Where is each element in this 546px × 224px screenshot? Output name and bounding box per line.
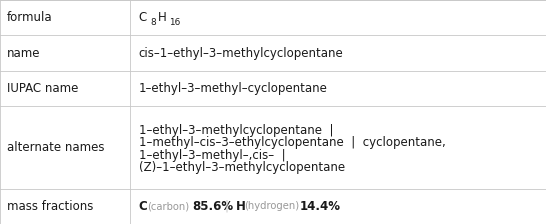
Text: H: H <box>158 11 167 24</box>
Text: (carbon): (carbon) <box>147 201 189 211</box>
Text: 1–methyl–cis–3–ethylcyclopentane  |  cyclopentane,: 1–methyl–cis–3–ethylcyclopentane | cyclo… <box>139 136 446 149</box>
Text: name: name <box>7 47 40 60</box>
Text: alternate names: alternate names <box>7 141 105 154</box>
Text: 1–ethyl–3–methyl–cyclopentane: 1–ethyl–3–methyl–cyclopentane <box>139 82 328 95</box>
Text: C: C <box>139 200 147 213</box>
Text: 14.4%: 14.4% <box>299 200 340 213</box>
Text: 8: 8 <box>150 18 156 27</box>
Text: 1–ethyl–3–methyl–,cis–  |: 1–ethyl–3–methyl–,cis– | <box>139 149 286 162</box>
Text: |: | <box>225 200 229 213</box>
Text: IUPAC name: IUPAC name <box>7 82 79 95</box>
Text: C: C <box>139 11 147 24</box>
Text: formula: formula <box>7 11 53 24</box>
Text: (Z)–1–ethyl–3–methylcyclopentane: (Z)–1–ethyl–3–methylcyclopentane <box>139 161 345 174</box>
Text: cis–1–ethyl–3–methylcyclopentane: cis–1–ethyl–3–methylcyclopentane <box>139 47 343 60</box>
Text: 16: 16 <box>169 18 181 27</box>
Text: H: H <box>236 200 246 213</box>
Text: 1–ethyl–3–methylcyclopentane  |: 1–ethyl–3–methylcyclopentane | <box>139 124 333 137</box>
Text: mass fractions: mass fractions <box>7 200 93 213</box>
Text: 85.6%: 85.6% <box>192 200 233 213</box>
Text: (hydrogen): (hydrogen) <box>245 201 300 211</box>
